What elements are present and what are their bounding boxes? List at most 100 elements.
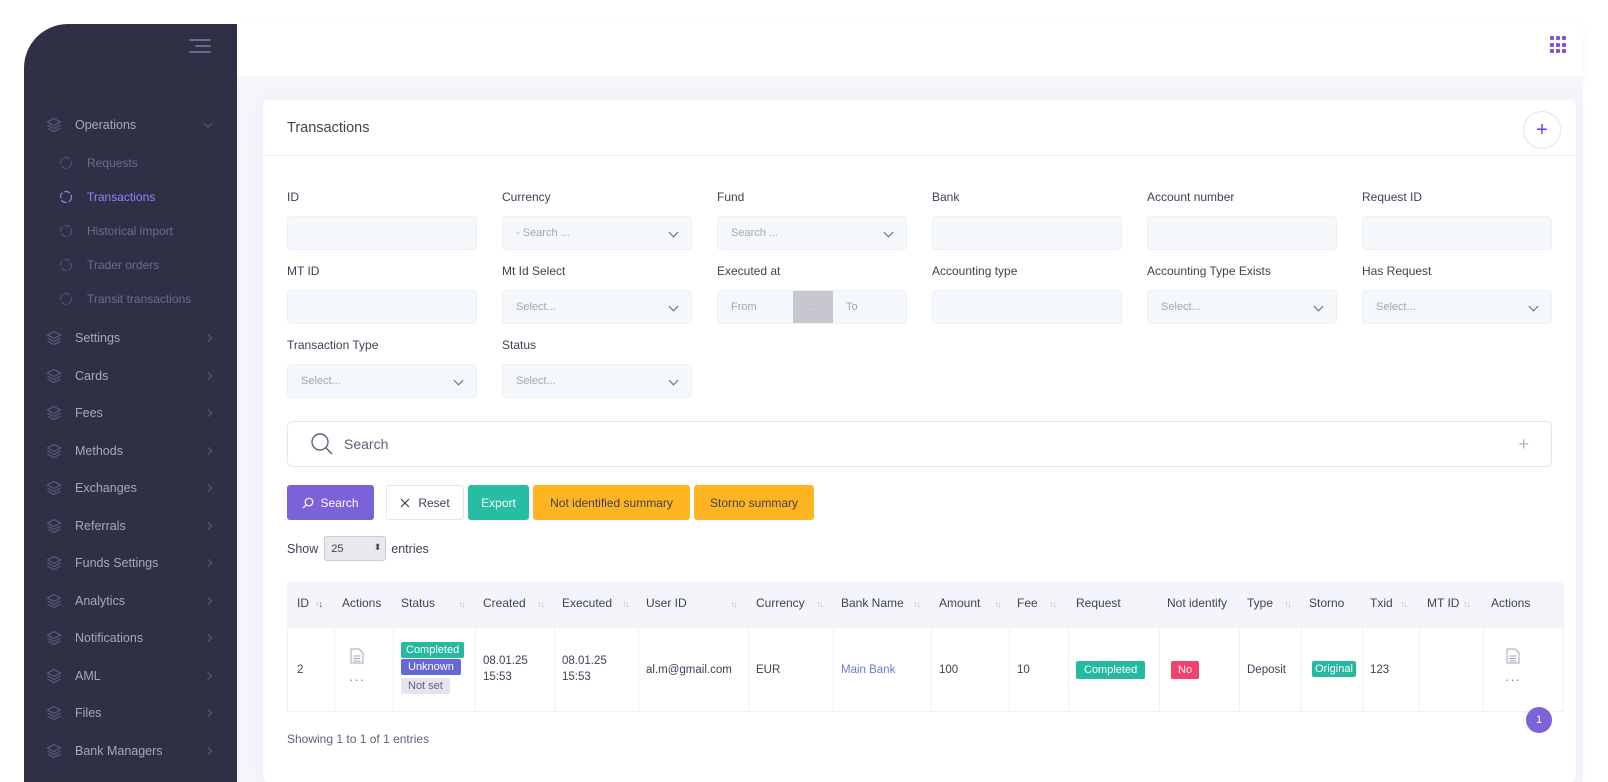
bank-input[interactable] xyxy=(932,216,1122,250)
sidebar-subitem-trader-orders[interactable]: Trader orders xyxy=(24,248,237,282)
column-header-amount[interactable]: Amount xyxy=(939,596,981,610)
layers-icon xyxy=(46,443,62,459)
sidebar-item-notifications[interactable]: Notifications xyxy=(24,620,237,658)
table-row: 2 ··· Completed Unknown Not set 08.01.25… xyxy=(287,628,1564,712)
menu-toggle-icon[interactable] xyxy=(189,38,211,54)
layers-icon xyxy=(46,630,62,646)
filter-label: Has Request xyxy=(1362,264,1432,278)
chevron-right-icon xyxy=(203,409,213,418)
filter-transaction-type: Transaction Type Select... xyxy=(287,338,477,398)
filter-label: MT ID xyxy=(287,264,320,278)
sidebar-subitem-transactions[interactable]: Transactions xyxy=(24,180,237,214)
id-input[interactable] xyxy=(287,216,477,250)
cell-divider xyxy=(748,628,749,712)
sidebar-subitem-transit-transactions[interactable]: Transit transactions xyxy=(24,282,237,316)
date-from-input[interactable]: From xyxy=(718,291,793,323)
column-header-currency[interactable]: Currency xyxy=(756,596,805,610)
page-button-1[interactable]: 1 xyxy=(1526,707,1552,733)
has-request-select[interactable]: Select... xyxy=(1362,290,1552,324)
sort-icon[interactable]: ↑↓ xyxy=(1049,599,1057,609)
request-id-input[interactable] xyxy=(1362,216,1552,250)
sidebar-item-fees[interactable]: Fees xyxy=(24,395,237,433)
sidebar-item-exchanges[interactable]: Exchanges xyxy=(24,470,237,508)
mt-id-input[interactable] xyxy=(287,290,477,324)
cell-executed-time: 15:53 xyxy=(562,671,591,683)
sidebar-item-funds-settings[interactable]: Funds Settings xyxy=(24,545,237,583)
apps-grid-icon[interactable] xyxy=(1550,36,1568,54)
column-header-fee[interactable]: Fee xyxy=(1017,596,1038,610)
column-header-mt-id[interactable]: MT ID xyxy=(1427,596,1460,610)
filter-bank: Bank xyxy=(932,190,1122,250)
sidebar-subitem-historical-import[interactable]: Historical import xyxy=(24,214,237,248)
sidebar-item-operations[interactable]: Operations xyxy=(24,106,237,144)
bank-name-link[interactable]: Main Bank xyxy=(841,664,896,676)
date-to-input[interactable]: To xyxy=(833,291,906,323)
more-actions-button[interactable]: ··· xyxy=(1505,672,1521,687)
executed-at-daterange: From ··· To xyxy=(717,290,907,324)
sidebar-item-analytics[interactable]: Analytics xyxy=(24,582,237,620)
sidebar-subitem-requests[interactable]: Requests xyxy=(24,146,237,180)
layers-icon xyxy=(46,555,62,571)
column-header-bank-name[interactable]: Bank Name xyxy=(841,596,904,610)
sort-icon[interactable]: ↑↓ xyxy=(1463,599,1471,609)
cell-divider xyxy=(1483,628,1484,712)
sidebar-item-files[interactable]: Files xyxy=(24,695,237,733)
sort-icon[interactable]: ↑↓ xyxy=(816,599,824,609)
sort-icon[interactable]: ↑↓ xyxy=(730,599,738,609)
document-icon[interactable] xyxy=(350,648,364,664)
not-identified-summary-button[interactable]: Not identified summary xyxy=(533,485,690,520)
document-icon[interactable] xyxy=(1506,648,1520,664)
search-input[interactable] xyxy=(344,436,1444,452)
accounting-type-input[interactable] xyxy=(932,290,1122,324)
export-button[interactable]: Export xyxy=(468,485,529,520)
more-actions-button[interactable]: ··· xyxy=(349,672,365,687)
add-transaction-button[interactable]: + xyxy=(1523,111,1561,149)
cell-divider xyxy=(1301,628,1302,712)
column-header-id[interactable]: ID xyxy=(297,596,309,610)
sort-desc-icon[interactable]: ↑↓ xyxy=(315,599,323,609)
sort-icon[interactable]: ↑↓ xyxy=(537,599,545,609)
sidebar-item-methods[interactable]: Methods xyxy=(24,432,237,470)
column-header-actions-end: Actions xyxy=(1491,596,1531,610)
filter-mt-id: MT ID xyxy=(287,264,477,324)
mt-id-select[interactable]: Select... xyxy=(502,290,692,324)
sidebar-item-settings[interactable]: Settings xyxy=(24,320,237,358)
sort-icon[interactable]: ↑↓ xyxy=(994,599,1002,609)
sort-icon[interactable]: ↑↓ xyxy=(1400,599,1408,609)
account-number-input[interactable] xyxy=(1147,216,1337,250)
reset-button[interactable]: Reset xyxy=(386,485,464,520)
sidebar-item-bank-managers[interactable]: Bank Managers xyxy=(24,732,237,770)
column-header-user-id[interactable]: User ID xyxy=(646,596,687,610)
sort-icon[interactable]: ↑↓ xyxy=(1284,599,1292,609)
fund-select[interactable]: Search ... xyxy=(717,216,907,250)
sidebar-item-referrals[interactable]: Referrals xyxy=(24,507,237,545)
column-header-status[interactable]: Status xyxy=(401,596,436,610)
chevron-right-icon xyxy=(203,671,213,680)
cell-divider xyxy=(334,628,335,712)
sidebar-item-aml[interactable]: AML xyxy=(24,657,237,695)
storno-summary-button[interactable]: Storno summary xyxy=(694,485,814,520)
cell-divider xyxy=(1419,628,1420,712)
status-select[interactable]: Select... xyxy=(502,364,692,398)
sort-icon[interactable]: ↑↓ xyxy=(913,599,921,609)
status-badge-unknown: Unknown xyxy=(401,659,461,675)
search-expand-button[interactable]: + xyxy=(1518,434,1529,454)
column-header-created[interactable]: Created xyxy=(483,596,526,610)
column-header-type[interactable]: Type xyxy=(1247,596,1274,610)
accounting-type-exists-select[interactable]: Select... xyxy=(1147,290,1337,324)
sidebar-item-cards[interactable]: Cards xyxy=(24,357,237,395)
date-separator: ··· xyxy=(793,291,833,323)
filter-label: Accounting type xyxy=(932,264,1018,278)
sort-icon[interactable]: ↑↓ xyxy=(458,599,466,609)
page-size-select[interactable]: 25 xyxy=(324,536,387,561)
transaction-type-select[interactable]: Select... xyxy=(287,364,477,398)
search-button[interactable]: Search xyxy=(287,485,374,520)
chevron-right-icon xyxy=(203,334,213,343)
layers-icon xyxy=(46,705,62,721)
column-header-txid[interactable]: Txid xyxy=(1370,596,1393,610)
sidebar-subitem-label: Requests xyxy=(87,155,138,170)
currency-select[interactable]: - Search ... xyxy=(502,216,692,250)
sort-icon[interactable]: ↑↓ xyxy=(622,599,630,609)
column-header-executed[interactable]: Executed xyxy=(562,596,613,610)
cycle-icon xyxy=(57,256,75,274)
